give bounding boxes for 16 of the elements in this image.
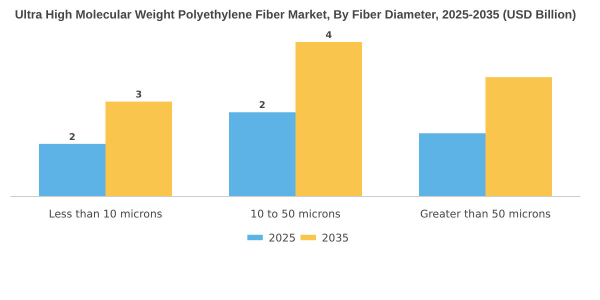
data-label: 2 [259, 100, 266, 112]
x-tick-label: Less than 10 microns [48, 208, 163, 220]
data-label: 3 [136, 90, 142, 101]
bar [39, 144, 106, 196]
bar [106, 102, 172, 196]
bar [296, 42, 362, 196]
bar [419, 133, 486, 196]
data-label: 2 [69, 132, 76, 143]
bar [486, 77, 552, 196]
bar [229, 112, 296, 196]
data-label: 4 [326, 30, 333, 41]
chart-title: Ultra High Molecular Weight Polyethylene Fiber Market, By Fiber Diameter, 2025-2035 (USD Billion) [14, 8, 576, 22]
legend-label: 2035 [322, 232, 349, 244]
x-tick-label: 10 to 50 microns [250, 208, 342, 220]
legend-label: 2025 [268, 232, 296, 244]
x-tick-label: Greater than 50 microns [420, 208, 552, 220]
